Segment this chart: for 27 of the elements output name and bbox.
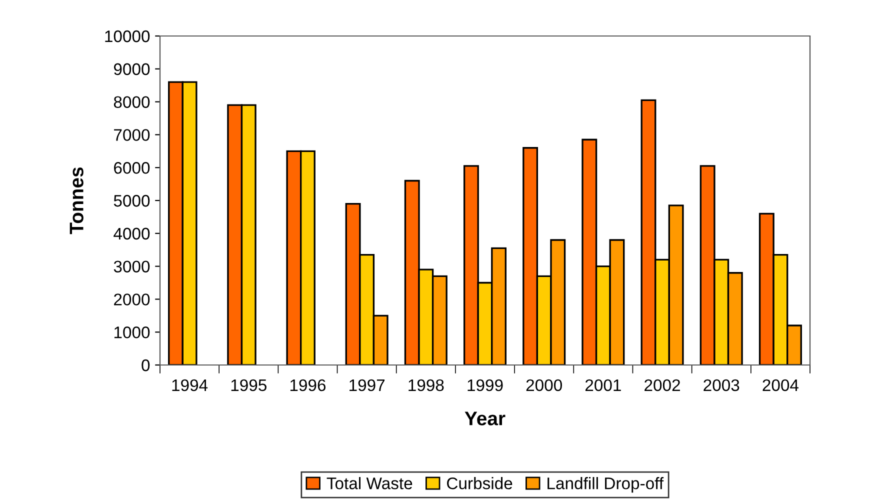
y-tick-label: 7000: [114, 129, 150, 141]
x-tick-label: 2001: [585, 379, 621, 392]
x-tick-label: 1997: [350, 379, 385, 392]
x-tick-label: 2004: [762, 379, 799, 392]
x-tick-label: 2000: [526, 379, 562, 392]
x-tick-label: 2003: [704, 379, 740, 392]
y-tick-label: 1000: [114, 326, 150, 338]
y-tick-label: 9000: [114, 63, 150, 76]
x-tick-label: 1999: [468, 379, 503, 392]
x-tick-label: 1994: [172, 379, 208, 392]
y-tick-label: 0: [142, 359, 150, 372]
y-axis-title: Tonnes: [70, 167, 84, 234]
y-tick-label: 10000: [105, 30, 150, 42]
x-tick-label: 2002: [644, 379, 680, 392]
y-tick-label: 4000: [114, 228, 150, 240]
legend-label: Total Waste: [326, 477, 412, 490]
x-axis-title: Year: [464, 412, 506, 426]
y-tick-label: 2000: [114, 294, 150, 306]
legend-label: Landfill Drop-off: [548, 477, 664, 493]
y-tick-label: 6000: [114, 162, 150, 174]
legend-label: Curbside: [447, 477, 512, 490]
x-tick-label: 1995: [231, 379, 266, 392]
y-tick-label: 8000: [114, 96, 150, 108]
y-tick-label: 3000: [114, 260, 150, 273]
y-tick-label: 5000: [114, 194, 150, 207]
x-tick-label: 1996: [290, 379, 326, 392]
x-tick-label: 1998: [408, 379, 444, 392]
